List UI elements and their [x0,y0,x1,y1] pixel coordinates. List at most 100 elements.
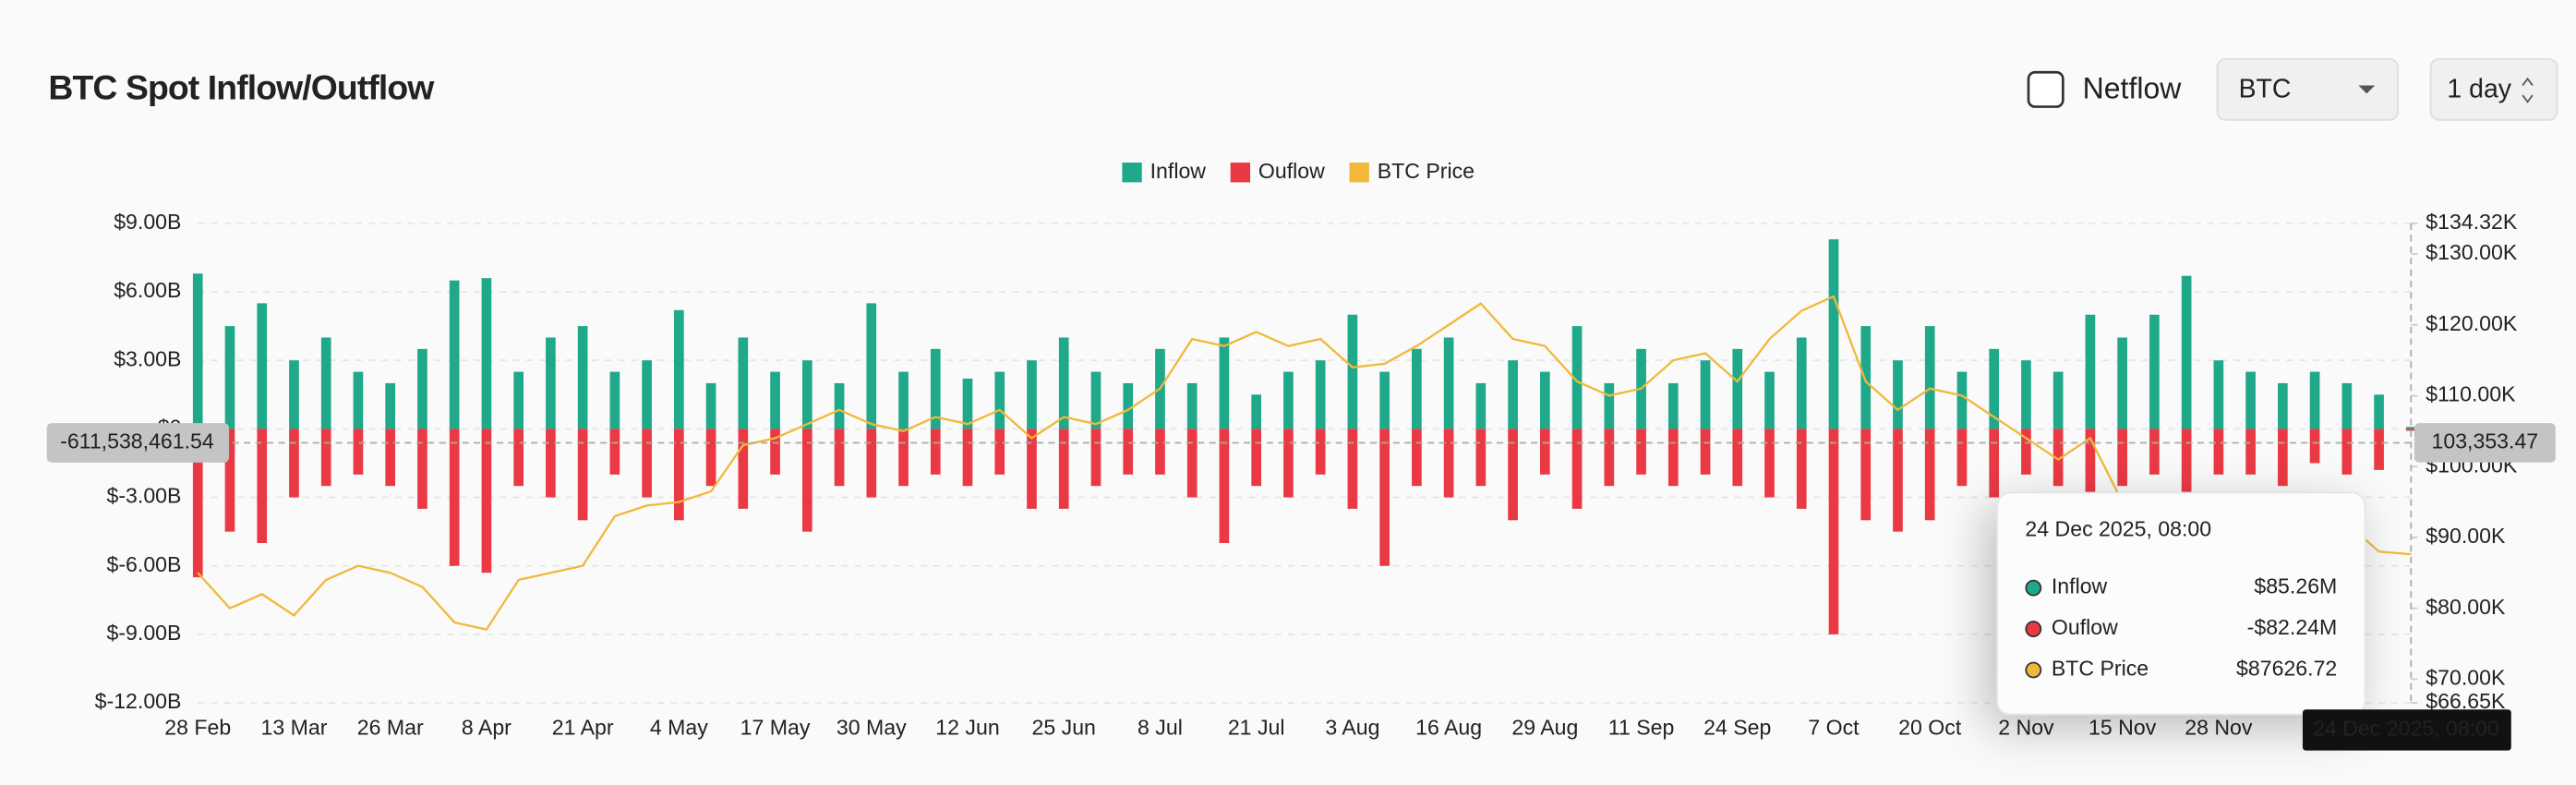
bar [930,429,941,475]
bar [1796,337,1807,429]
bar [577,326,588,429]
interval-select[interactable] [2429,58,2558,121]
x-tick-label: 7 Oct [1808,716,1860,740]
bar [1186,429,1198,498]
page-title: BTC Spot Inflow/Outflow [48,68,435,107]
y2-tick-label: $110.00K [2426,382,2516,406]
legend-swatch [1230,163,1251,183]
bar [1219,337,1230,429]
bar [994,371,1005,429]
bar [994,429,1005,475]
tooltip-dot [2025,579,2042,597]
y2-tick-label: $80.00K [2426,595,2506,619]
bar [1315,360,1326,429]
bar [738,429,749,509]
bar [1283,429,1294,498]
netflow-checkbox[interactable] [2027,70,2064,108]
y-tick-label: $3.00B [114,346,181,370]
bar [2405,429,2416,431]
x-tick-label: 25 Jun [1032,716,1096,740]
crosshair-y-label: -611,538,461.54 [60,429,214,453]
bar [930,348,941,429]
x-tick-label: 21 Apr [552,716,614,740]
bar [1764,371,1775,429]
bar [481,278,492,429]
y-tick-label: $-12.00B [95,689,182,713]
bar [1924,326,1935,429]
bar [1636,429,1646,475]
bar [2181,429,2192,509]
bar [1796,429,1807,509]
bar [1315,429,1326,475]
tooltip-title: 24 Dec 2025, 08:00 [2025,516,2211,540]
bar [1700,429,1711,475]
bar [2052,429,2064,487]
bar [1412,429,1422,487]
bar [1027,429,1037,509]
bar [546,429,556,498]
bar [1956,429,1968,487]
bar [609,371,620,429]
bar [1347,429,1358,509]
bar [1347,314,1358,429]
netflow-label[interactable]: Netflow [2083,71,2183,104]
bar [642,360,652,429]
bar [449,280,460,429]
bar [834,429,845,487]
bar [224,429,235,532]
bar [1475,382,1487,429]
bar [770,429,780,475]
bar [2021,429,2031,475]
x-tick-label: 29 Aug [1511,716,1578,740]
bar [2117,429,2127,487]
bar [449,429,460,566]
bar [1123,382,1134,429]
bar [192,273,203,429]
bar [1667,429,1679,487]
bar [962,378,973,429]
spinner [2522,77,2534,103]
legend-label: Inflow [1150,159,1207,183]
bar [1924,429,1935,521]
bar [257,303,268,429]
bar [1090,371,1101,429]
tooltip-value: $85.26M [2254,574,2337,598]
crosshair-y-box [46,423,230,463]
bar [1604,429,1615,487]
bar [289,429,299,498]
bar [1475,429,1487,487]
bar [1058,429,1069,509]
y-tick-label: $-9.00B [107,621,182,645]
x-tick-label: 30 May [837,716,907,740]
bar [1443,429,1454,498]
bar [2149,314,2160,429]
asset-value: BTC [2239,74,2292,103]
bar [1893,360,1903,429]
bar [1443,337,1454,429]
bar [2085,429,2096,498]
tooltip-name: BTC Price [2052,657,2149,681]
bar [481,429,492,574]
x-tick-label: 2 Nov [1998,716,2054,740]
bar [2405,427,2416,429]
bar [1571,326,1583,429]
x-tick-label: 16 Aug [1415,716,1482,740]
bar [2278,429,2288,487]
bar [1989,348,2000,429]
bar [2245,429,2256,475]
bar [1893,429,1903,532]
bar [289,360,299,429]
tooltip-name: Inflow [2052,574,2108,598]
crosshair-x-label: 24 Dec 2025, 08:00 [2313,717,2499,741]
bar [192,429,203,578]
x-tick-label: 24 Sep [1703,716,1771,740]
x-tick-label: 8 Jul [1138,716,1183,740]
bar [385,429,396,487]
bar [224,326,235,429]
price-line [197,295,2412,631]
bar [801,429,813,532]
x-tick-label: 21 Jul [1228,716,1285,740]
bar [1155,429,1165,475]
asset-select[interactable] [2216,58,2399,121]
tooltip-value: -$82.24M [2247,615,2338,639]
